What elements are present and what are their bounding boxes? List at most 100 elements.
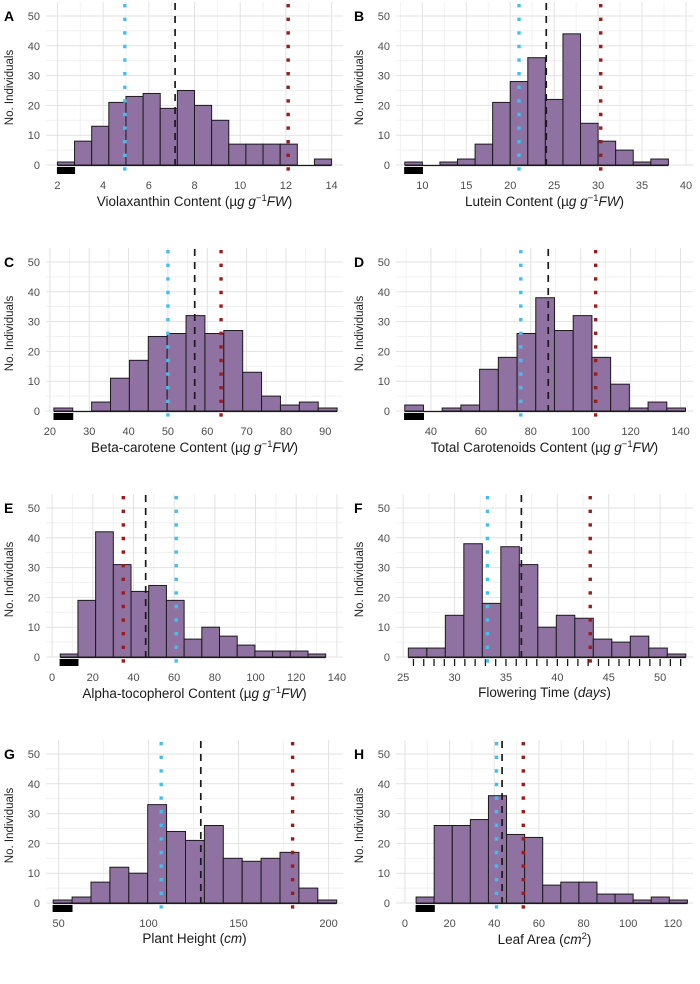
x-tick-label: 60 bbox=[533, 918, 545, 930]
histogram-bar bbox=[555, 614, 576, 658]
panel-letter: D bbox=[354, 254, 364, 270]
y-axis-title: No. Individuals bbox=[354, 296, 366, 372]
histogram-bar bbox=[578, 881, 598, 904]
histogram-bar bbox=[260, 857, 281, 904]
histogram-bar bbox=[457, 158, 476, 166]
histogram-bar bbox=[463, 543, 483, 658]
axis-tick-labels: 0 10 20 30 40 50 20 30 40 50 60 70 80 90 bbox=[28, 257, 332, 438]
y-tick-label: 40 bbox=[378, 41, 390, 53]
histogram-bar bbox=[433, 825, 453, 904]
histogram-bar bbox=[128, 359, 149, 412]
y-tick-label: 50 bbox=[378, 749, 390, 761]
histogram-bars bbox=[59, 531, 327, 658]
histogram-plot: 0 10 20 30 40 50 0 20 40 60 80 100 120 140 No. Individ… bbox=[4, 494, 346, 684]
histogram-bar bbox=[242, 371, 263, 412]
y-tick-label: 10 bbox=[28, 130, 40, 142]
y-tick-label: 20 bbox=[378, 346, 390, 358]
y-tick-label: 40 bbox=[28, 287, 40, 299]
panel-F: 0 10 20 30 40 50 25 30 35 40 45 50 No. Individuals F F… bbox=[350, 492, 700, 738]
x-tick-label: 40 bbox=[122, 426, 134, 438]
histogram-bar bbox=[223, 330, 244, 412]
x-axis-title: Plant Height (cm) bbox=[142, 931, 247, 946]
x-tick-label: 35 bbox=[500, 672, 512, 684]
histogram-bar bbox=[426, 647, 446, 658]
x-tick-label: 30 bbox=[448, 672, 460, 684]
histogram-bar bbox=[128, 872, 149, 904]
histogram-bar bbox=[553, 330, 574, 412]
x-tick-label: 60 bbox=[201, 426, 213, 438]
histogram-bar bbox=[444, 614, 465, 658]
x-tick-label: 0 bbox=[402, 918, 408, 930]
histogram-bar bbox=[500, 546, 520, 658]
histogram-bar bbox=[560, 881, 580, 904]
x-tick-label: 10 bbox=[416, 180, 428, 192]
histogram-bar bbox=[407, 647, 428, 658]
histogram-bar bbox=[611, 641, 631, 658]
panel-letter: H bbox=[354, 746, 364, 762]
histogram-bar bbox=[183, 638, 203, 658]
histogram-bar bbox=[509, 81, 529, 166]
histogram-bar bbox=[629, 635, 650, 658]
x-tick-label: 100 bbox=[139, 918, 157, 930]
y-axis-title: No. Individuals bbox=[354, 50, 366, 126]
y-tick-label: 0 bbox=[384, 406, 390, 418]
x-tick-label: 80 bbox=[280, 426, 292, 438]
panel-E: 0 10 20 30 40 50 0 20 40 60 80 100 120 140 No. Individ… bbox=[0, 492, 350, 738]
y-tick-label: 40 bbox=[28, 779, 40, 791]
y-tick-label: 50 bbox=[378, 503, 390, 515]
histogram-bar bbox=[535, 297, 555, 412]
histogram-bar bbox=[648, 647, 668, 658]
histogram-bar bbox=[628, 407, 649, 412]
histogram-bar bbox=[307, 653, 327, 658]
histogram-bar bbox=[289, 650, 309, 658]
y-tick-label: 0 bbox=[34, 160, 40, 172]
histogram-bar bbox=[228, 143, 247, 166]
x-axis-title: Leaf Area (cm2) bbox=[497, 931, 592, 947]
y-axis-title: No. Individuals bbox=[354, 542, 366, 618]
x-tick-label: 80 bbox=[525, 426, 537, 438]
x-tick-label: 60 bbox=[168, 672, 180, 684]
histogram-bar bbox=[592, 638, 613, 658]
histogram-bar bbox=[272, 650, 291, 658]
y-axis-title: No. Individuals bbox=[4, 542, 16, 618]
x-tick-label: 20 bbox=[87, 672, 99, 684]
histogram-bar bbox=[562, 33, 582, 166]
y-tick-label: 30 bbox=[28, 563, 40, 575]
y-tick-label: 40 bbox=[378, 287, 390, 299]
histogram-bar bbox=[56, 161, 76, 166]
rug-marks bbox=[404, 167, 423, 174]
x-tick-label: 25 bbox=[397, 672, 409, 684]
histogram-bar bbox=[110, 377, 130, 412]
histogram-bar bbox=[415, 896, 435, 904]
axis-tick-labels: 0 10 20 30 40 50 0 20 40 60 80 100 120 bbox=[378, 749, 682, 930]
histogram-bar bbox=[203, 825, 224, 904]
histogram-bar bbox=[460, 404, 481, 412]
axis-tick-labels: 0 10 20 30 40 50 10 15 20 25 30 35 40 bbox=[378, 11, 692, 192]
histogram-bars bbox=[53, 315, 338, 412]
histogram-bar bbox=[71, 896, 92, 904]
histogram-bar bbox=[298, 401, 319, 412]
x-tick-label: 40 bbox=[488, 918, 500, 930]
x-tick-label: 200 bbox=[319, 918, 337, 930]
histogram-bar bbox=[537, 626, 557, 658]
histogram-bars bbox=[404, 297, 687, 412]
x-axis-title: Lutein Content (µg g−1FW) bbox=[465, 193, 624, 209]
y-tick-label: 40 bbox=[28, 41, 40, 53]
histogram-bar bbox=[479, 368, 499, 412]
y-tick-label: 50 bbox=[378, 11, 390, 23]
panel-letter: F bbox=[354, 500, 363, 516]
histogram-bar bbox=[125, 95, 144, 166]
histogram-bar bbox=[279, 851, 300, 904]
panel-D: 0 10 20 30 40 50 40 60 80 100 120 140 No. Individual… bbox=[350, 246, 700, 492]
histogram-bar bbox=[317, 407, 338, 412]
rug-marks bbox=[52, 905, 73, 912]
x-tick-label: 4 bbox=[100, 180, 106, 192]
y-axis-title: No. Individuals bbox=[4, 296, 16, 372]
histogram-bar bbox=[204, 333, 225, 412]
x-axis-title: Alpha-tocopherol Content (µg g−1FW) bbox=[82, 685, 307, 701]
histogram-bar bbox=[668, 899, 688, 904]
x-tick-label: 12 bbox=[280, 180, 292, 192]
histogram-bar bbox=[666, 407, 687, 412]
rug-marks bbox=[56, 167, 76, 174]
axis-tick-labels: 0 10 20 30 40 50 0 20 40 60 80 100 120 140 bbox=[28, 503, 346, 684]
